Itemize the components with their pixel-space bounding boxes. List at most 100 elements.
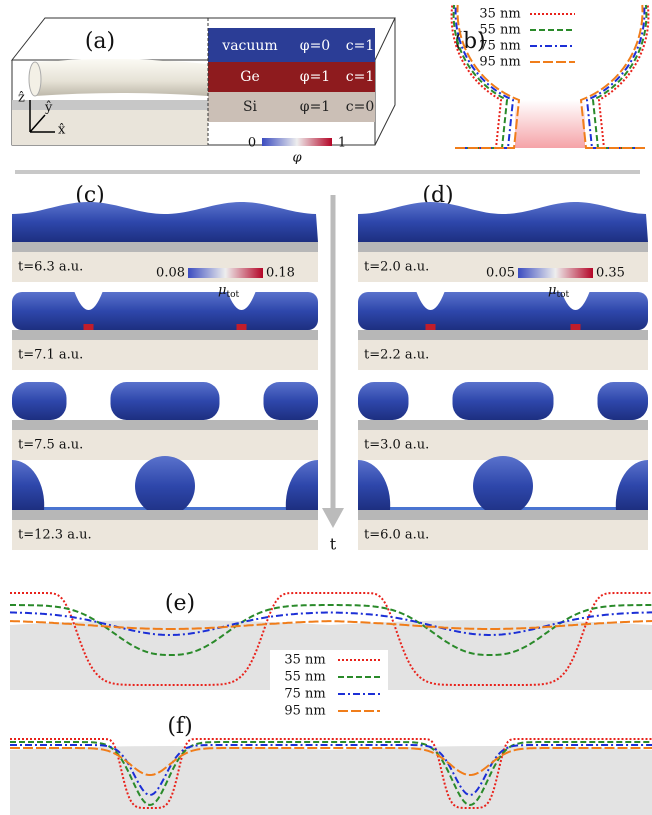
colorbar-subscript: tot <box>556 290 569 300</box>
pinch-hot <box>236 324 247 330</box>
si-layer <box>208 92 375 122</box>
panel-label: (e) <box>165 591 195 616</box>
substrate-top <box>358 510 648 520</box>
profile-curve <box>10 592 652 686</box>
colorbar-label: φ <box>292 151 302 166</box>
substrate <box>12 520 318 550</box>
axes-arrows <box>29 100 55 133</box>
panel-label: (f) <box>167 714 192 739</box>
droplet <box>473 456 533 516</box>
nanowire <box>12 202 318 242</box>
colorbar <box>188 268 263 278</box>
layer-c: c=1 <box>346 38 374 54</box>
legend-label: 75 nm <box>479 39 520 54</box>
substrate <box>358 430 648 460</box>
cylinder <box>35 58 208 96</box>
time-label: t=6.3 a.u. <box>18 260 83 275</box>
substrate-top <box>12 420 318 430</box>
layer-phi: φ=1 <box>300 69 330 85</box>
substrate <box>358 252 648 282</box>
pinch <box>561 292 590 310</box>
substrate-top <box>12 510 318 520</box>
segment <box>263 382 318 420</box>
substrate <box>358 340 648 370</box>
si-block <box>12 110 208 145</box>
substrate-top <box>358 242 648 252</box>
pinch <box>227 292 256 310</box>
colorbar-min: 0 <box>248 136 256 151</box>
colorbar-max: 1 <box>338 136 346 151</box>
substrate <box>12 430 318 460</box>
substrate-top <box>358 330 648 340</box>
profile-curve <box>455 4 645 149</box>
ge-layer <box>12 100 208 110</box>
time-label: t=2.2 a.u. <box>364 348 429 363</box>
legend-label: 95 nm <box>284 704 325 719</box>
legend-label: 55 nm <box>284 670 325 685</box>
layer-name: Ge <box>240 69 259 85</box>
droplet <box>12 459 45 510</box>
segment <box>358 382 409 420</box>
droplet <box>358 459 391 510</box>
row: t=7.1 a.u. <box>12 292 318 370</box>
row: t=7.5 a.u. <box>12 382 318 460</box>
time-label: t=7.5 a.u. <box>18 438 83 453</box>
profile-curve <box>10 620 652 630</box>
neck-fill <box>515 100 585 148</box>
segment <box>110 382 220 420</box>
droplet <box>135 456 195 516</box>
droplet <box>615 459 648 510</box>
colorbar-min: 0.05 <box>486 266 515 281</box>
time-axis-label: t <box>330 535 337 554</box>
substrate <box>12 252 318 282</box>
time-label: t=12.3 a.u. <box>18 528 92 543</box>
colorbar-label: μtot <box>548 283 569 300</box>
row: t=6.0 a.u. <box>358 456 648 550</box>
colorbar-min: 0.08 <box>156 266 185 281</box>
substrate-top <box>12 242 318 252</box>
panel-a: (a) vacuum φ=0 c=1 Ge φ=1 c=1 Si φ=1 c=0… <box>10 17 396 166</box>
row: t=2.2 a.u. <box>358 292 648 370</box>
colorbar <box>518 268 593 278</box>
layer-name: Si <box>243 99 258 115</box>
layer-c: c=1 <box>346 69 374 85</box>
colorbar-symbol: μ <box>218 283 226 298</box>
segment <box>452 382 554 420</box>
substrate-top <box>12 330 318 340</box>
segment <box>12 382 67 420</box>
layer-name: vacuum <box>221 38 277 54</box>
row: t=2.0 a.u. <box>358 202 648 282</box>
panel-label: (a) <box>85 29 115 54</box>
pinch-hot <box>83 324 94 330</box>
time-arrowhead <box>322 508 344 528</box>
colorbar-subscript: tot <box>226 290 239 300</box>
legend-label: 75 nm <box>284 687 325 702</box>
vacuum-layer <box>208 28 375 62</box>
substrate <box>358 520 648 550</box>
colorbar <box>262 138 332 146</box>
row: t=12.3 a.u. <box>12 456 318 550</box>
colorbar-max: 0.18 <box>266 266 295 281</box>
time-label: t=6.0 a.u. <box>364 528 429 543</box>
pinch-hot <box>425 324 436 330</box>
legend-label: 55 nm <box>479 23 520 38</box>
segment <box>597 382 648 420</box>
axis-label: ŷ <box>44 101 53 116</box>
substrate-top <box>358 420 648 430</box>
pinch <box>416 292 445 310</box>
layer-phi: φ=1 <box>300 99 330 115</box>
layer-phi: φ=0 <box>300 38 330 54</box>
profile-curve <box>450 4 650 149</box>
nanowire <box>358 202 648 242</box>
profile-curve <box>10 604 652 656</box>
colorbar-symbol: μ <box>548 283 556 298</box>
profile-curve <box>454 4 646 149</box>
time-label: t=7.1 a.u. <box>18 348 83 363</box>
profile-curve <box>10 741 652 807</box>
colorbar-max: 0.35 <box>596 266 625 281</box>
colorbar-label: μtot <box>218 283 239 300</box>
axis-label: ẑ <box>18 91 25 106</box>
pinch-hot <box>570 324 581 330</box>
